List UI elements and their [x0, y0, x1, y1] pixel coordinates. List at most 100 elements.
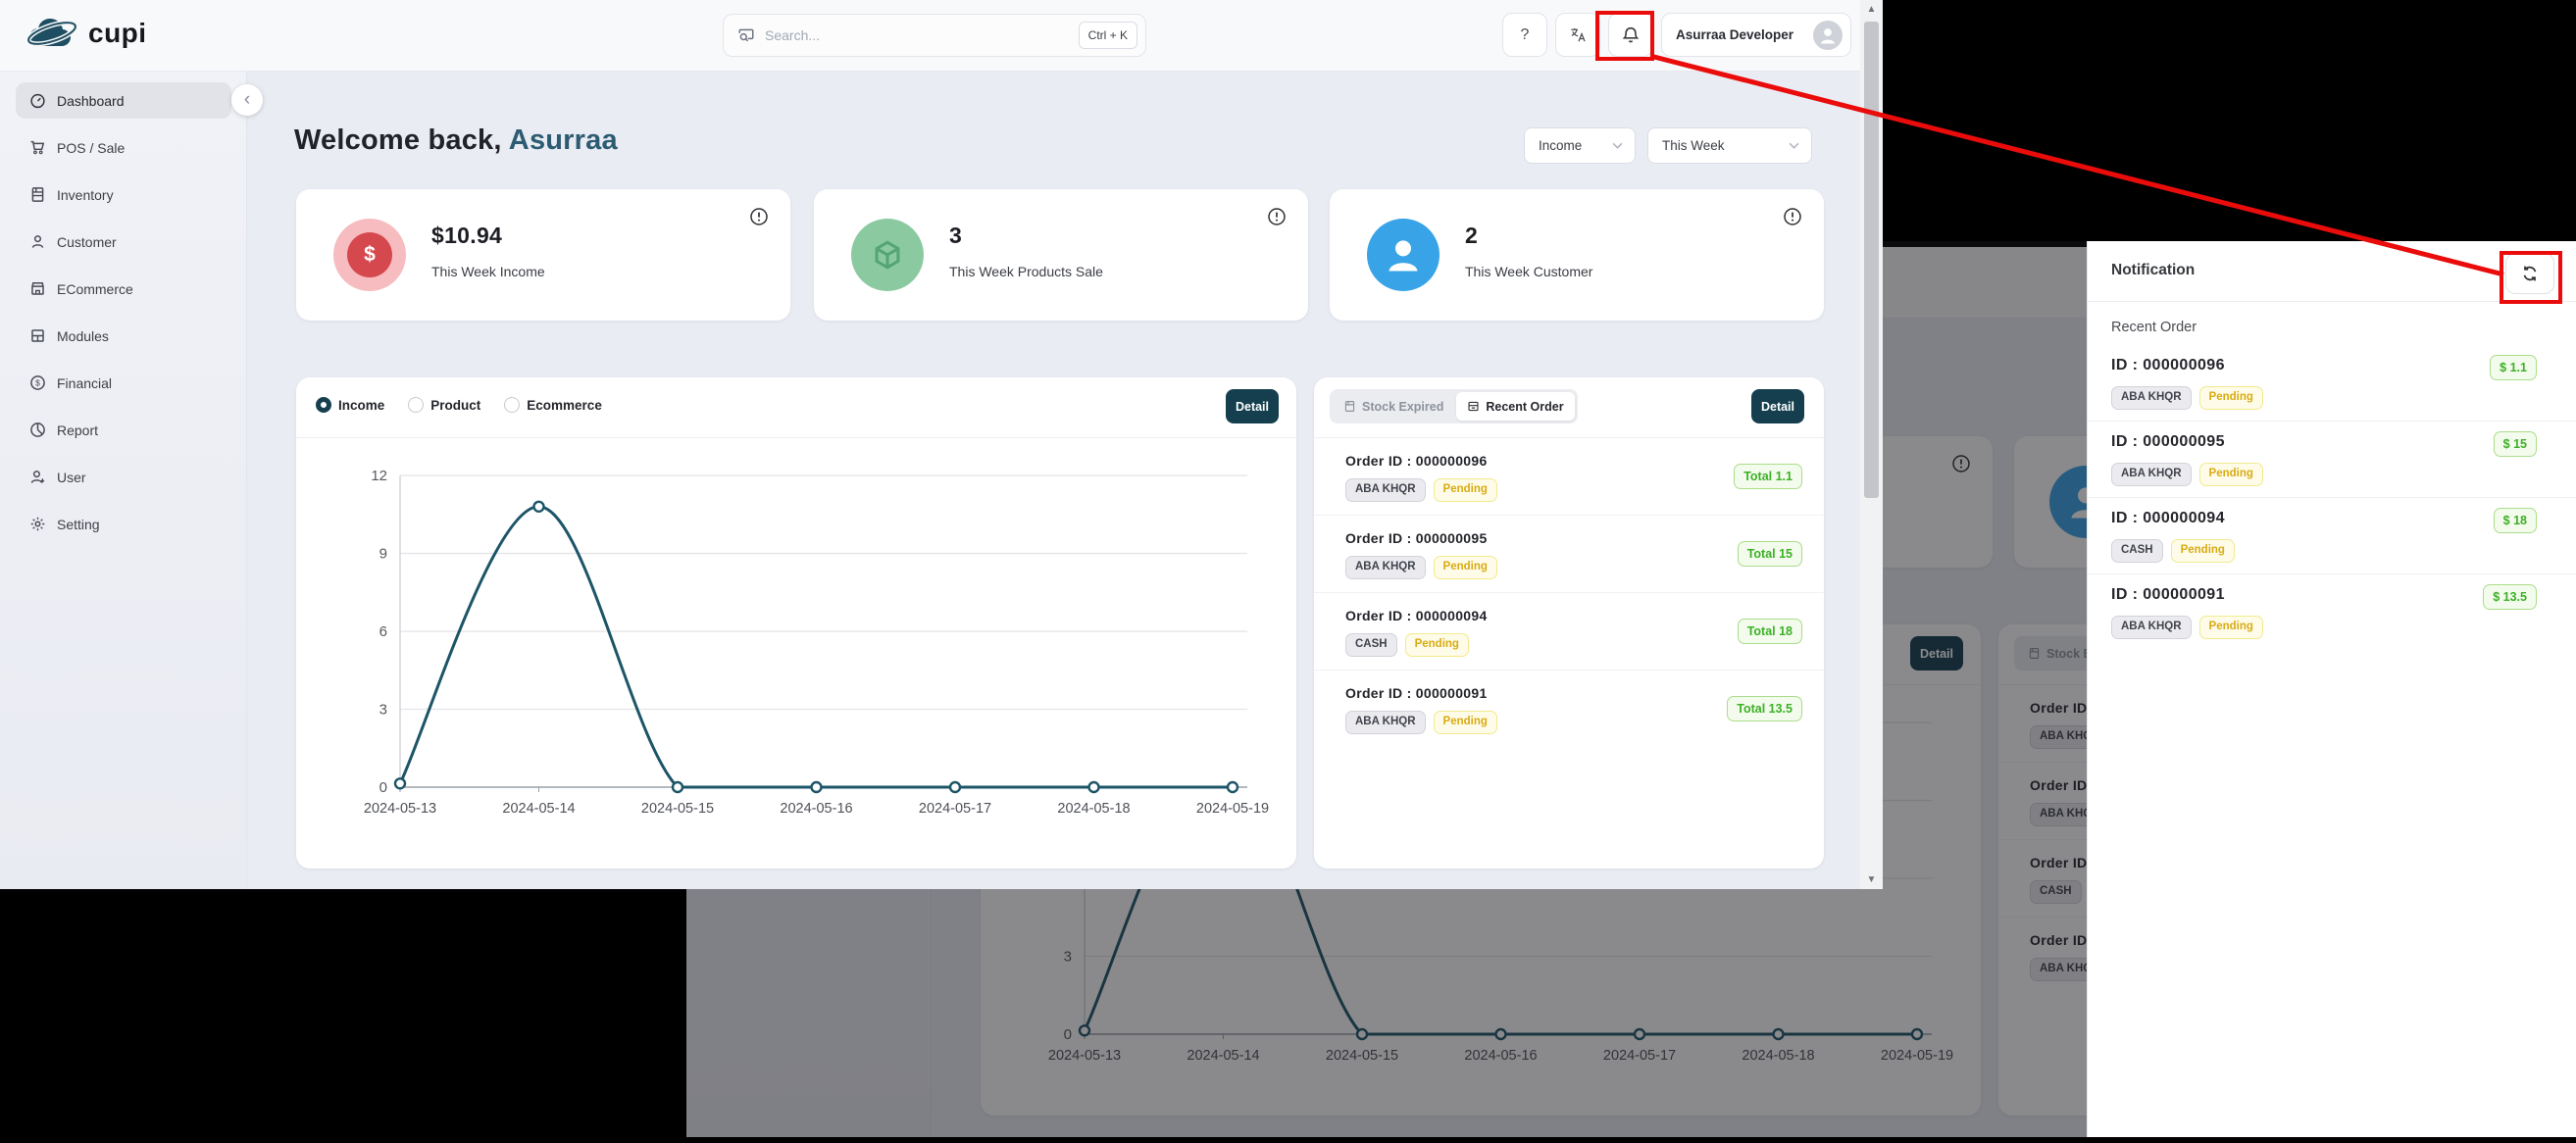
orders-detail-button[interactable]: Detail — [1751, 389, 1804, 423]
sidebar-item-financial[interactable]: $ Financial — [16, 365, 231, 401]
gauge-icon — [30, 93, 45, 109]
order-id: Order ID : 000000096 — [1345, 453, 1488, 469]
scroll-down-icon[interactable]: ▼ — [1866, 874, 1877, 885]
svg-text:9: 9 — [379, 546, 387, 563]
cloud-logo-icon — [25, 19, 78, 47]
vertical-scrollbar[interactable]: ▲ ▼ — [1860, 0, 1883, 889]
svg-text:$: $ — [35, 378, 40, 388]
svg-text:6: 6 — [379, 623, 387, 640]
chevron-down-icon — [1612, 142, 1623, 149]
order-total-badge: Total 1.1 — [1734, 464, 1802, 489]
notification-section-label: Recent Order — [2111, 320, 2197, 335]
info-icon[interactable] — [749, 207, 769, 226]
chart-detail-button[interactable]: Detail — [1226, 389, 1279, 423]
sidebar-item-dashboard[interactable]: Dashboard — [16, 82, 231, 119]
notification-item[interactable]: ID : 000000091 $ 13.5 ABA KHQR Pending — [2088, 574, 2576, 651]
stat-value: $10.94 — [431, 223, 503, 248]
payment-method-badge: ABA KHQR — [1345, 478, 1426, 502]
sidebar-item-ecommerce[interactable]: ECommerce — [16, 271, 231, 307]
cube-icon — [851, 219, 924, 291]
refresh-icon — [2523, 266, 2537, 281]
stat-label: This Week Products Sale — [949, 264, 1103, 279]
stat-card-products: 3 This Week Products Sale — [814, 189, 1308, 321]
svg-text:2024-05-14: 2024-05-14 — [502, 801, 575, 817]
avatar — [1813, 20, 1843, 50]
notification-panel: Notification Recent Order ID : 000000096… — [2087, 241, 2576, 1137]
status-badge: Pending — [1433, 711, 1497, 734]
payment-method-badge: CASH — [1345, 633, 1397, 657]
dashboard-window: cupi Search... Ctrl + K ? Asurr — [0, 0, 1883, 889]
tab-recent-order[interactable]: Recent Order — [1456, 392, 1575, 421]
range-select[interactable]: This Week — [1647, 127, 1812, 164]
order-row[interactable]: Order ID : 000000095 ABA KHQR Pending Tot… — [1314, 516, 1824, 593]
stock-icon — [1344, 401, 1355, 412]
info-icon[interactable] — [1267, 207, 1287, 226]
svg-text:0: 0 — [379, 779, 387, 796]
chevron-down-icon — [1789, 142, 1799, 149]
radio-ecommerce[interactable]: Ecommerce — [504, 397, 602, 413]
help-button[interactable]: ? — [1502, 13, 1547, 57]
bell-icon — [1622, 26, 1640, 42]
language-button[interactable] — [1555, 13, 1600, 57]
chart-metric-radios: Income Product Ecommerce — [316, 397, 602, 413]
order-tabs: Stock Expired Recent Order — [1330, 389, 1578, 423]
annotation-box-bell — [1595, 11, 1654, 61]
notification-item[interactable]: ID : 000000096 $ 1.1 ABA KHQR Pending — [2088, 345, 2576, 422]
sidebar-item-customer[interactable]: Customer — [16, 224, 231, 260]
search-placeholder: Search... — [765, 27, 821, 43]
user-icon — [30, 471, 45, 483]
svg-text:2024-05-15: 2024-05-15 — [641, 801, 714, 817]
recent-order-card: Stock Expired Recent Order Detail Order … — [1314, 377, 1824, 869]
order-total-badge: Total 13.5 — [1727, 696, 1802, 721]
income-chart-card: Income Product Ecommerce Detail 0 3 6 9 12 20… — [296, 377, 1296, 869]
dollar-circle-icon: $ — [30, 375, 45, 390]
scroll-up-icon[interactable]: ▲ — [1866, 4, 1877, 15]
stat-label: This Week Income — [431, 264, 545, 279]
search-input[interactable]: Search... Ctrl + K — [723, 14, 1146, 57]
svg-text:12: 12 — [371, 468, 387, 484]
sidebar-item-pos-sale[interactable]: POS / Sale — [16, 129, 231, 166]
order-row[interactable]: Order ID : 000000094 CASH Pending Total 1… — [1314, 593, 1824, 671]
radio-income[interactable]: Income — [316, 397, 384, 413]
stat-label: This Week Customer — [1465, 264, 1593, 279]
refresh-button[interactable] — [2505, 253, 2554, 294]
svg-text:2024-05-17: 2024-05-17 — [919, 801, 991, 817]
search-shortcut-kbd: Ctrl + K — [1078, 22, 1137, 49]
svg-text:2024-05-13: 2024-05-13 — [364, 801, 436, 817]
radio-product[interactable]: Product — [408, 397, 480, 413]
stat-value: 2 — [1465, 223, 1479, 248]
stat-card-customer: 2 This Week Customer — [1330, 189, 1824, 321]
tab-stock-expired[interactable]: Stock Expired — [1333, 392, 1454, 421]
cart-icon — [30, 140, 45, 155]
user-menu-button[interactable]: Asurraa Developer — [1661, 13, 1851, 57]
stat-card-income: $ $10.94 This Week Income — [296, 189, 790, 321]
page-title: Welcome back, Asurraa — [294, 124, 618, 157]
brand[interactable]: cupi — [25, 12, 147, 55]
metric-select[interactable]: Income — [1524, 127, 1636, 164]
sidebar-menu: Dashboard POS / Sale Inventory Customer … — [16, 82, 231, 553]
sidebar-item-report[interactable]: Report — [16, 412, 231, 448]
annotation-box-refresh — [2500, 251, 2562, 304]
radio-icon — [504, 397, 521, 413]
info-icon[interactable] — [1783, 207, 1802, 226]
order-id: Order ID : 000000094 — [1345, 608, 1488, 623]
svg-text:2024-05-19: 2024-05-19 — [1196, 801, 1269, 817]
order-row[interactable]: Order ID : 000000091 ABA KHQR Pending Tot… — [1314, 671, 1824, 748]
divider — [1314, 437, 1824, 438]
notification-item[interactable]: ID : 000000095 $ 15 ABA KHQR Pending — [2088, 422, 2576, 498]
sidebar-item-modules[interactable]: Modules — [16, 318, 231, 354]
modules-icon — [31, 329, 44, 342]
notification-title: Notification — [2111, 262, 2196, 278]
notification-item[interactable]: ID : 000000094 $ 18 CASH Pending — [2088, 498, 2576, 574]
scrollbar-thumb[interactable] — [1864, 22, 1879, 498]
sidebar: Dashboard POS / Sale Inventory Customer … — [0, 72, 247, 889]
sidebar-item-setting[interactable]: Setting — [16, 506, 231, 542]
order-row[interactable]: Order ID : 000000096 ABA KHQR Pending Tot… — [1314, 438, 1824, 516]
status-badge: Pending — [1433, 478, 1497, 502]
sidebar-collapse-button[interactable]: ‹ — [231, 84, 263, 116]
order-total-badge: Total 15 — [1737, 541, 1802, 567]
sidebar-item-user[interactable]: User — [16, 459, 231, 495]
svg-text:3: 3 — [379, 702, 387, 719]
sidebar-item-inventory[interactable]: Inventory — [16, 176, 231, 213]
